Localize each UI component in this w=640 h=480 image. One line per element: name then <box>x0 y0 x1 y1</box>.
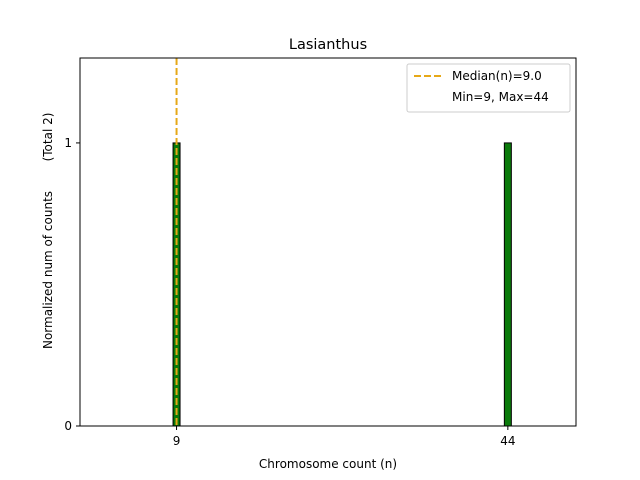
x-tick-label: 44 <box>500 434 515 448</box>
y-ticks: 01 <box>64 136 80 433</box>
x-ticks: 9 44 <box>173 426 515 448</box>
bars-group <box>172 142 512 427</box>
y-axis-label: Normalized num of counts <box>41 191 55 349</box>
legend-entry-median: Median(n)=9.0 <box>452 69 542 83</box>
legend-frame <box>406 63 571 113</box>
x-tick-label: 9 <box>173 434 181 448</box>
legend: Median(n)=9.0 Min=9, Max=44 <box>406 63 571 113</box>
x-axis-label: Chromosome count (n) <box>259 457 397 471</box>
chart-title: Lasianthus <box>289 37 367 53</box>
y-axis-total-note: (Total 2) <box>41 113 55 162</box>
legend-entry-minmax: Min=9, Max=44 <box>452 90 549 104</box>
bar-44 <box>503 142 512 427</box>
y-tick-label: 1 <box>64 136 72 150</box>
y-tick-label: 0 <box>64 419 72 433</box>
plot-frame <box>79 57 577 427</box>
